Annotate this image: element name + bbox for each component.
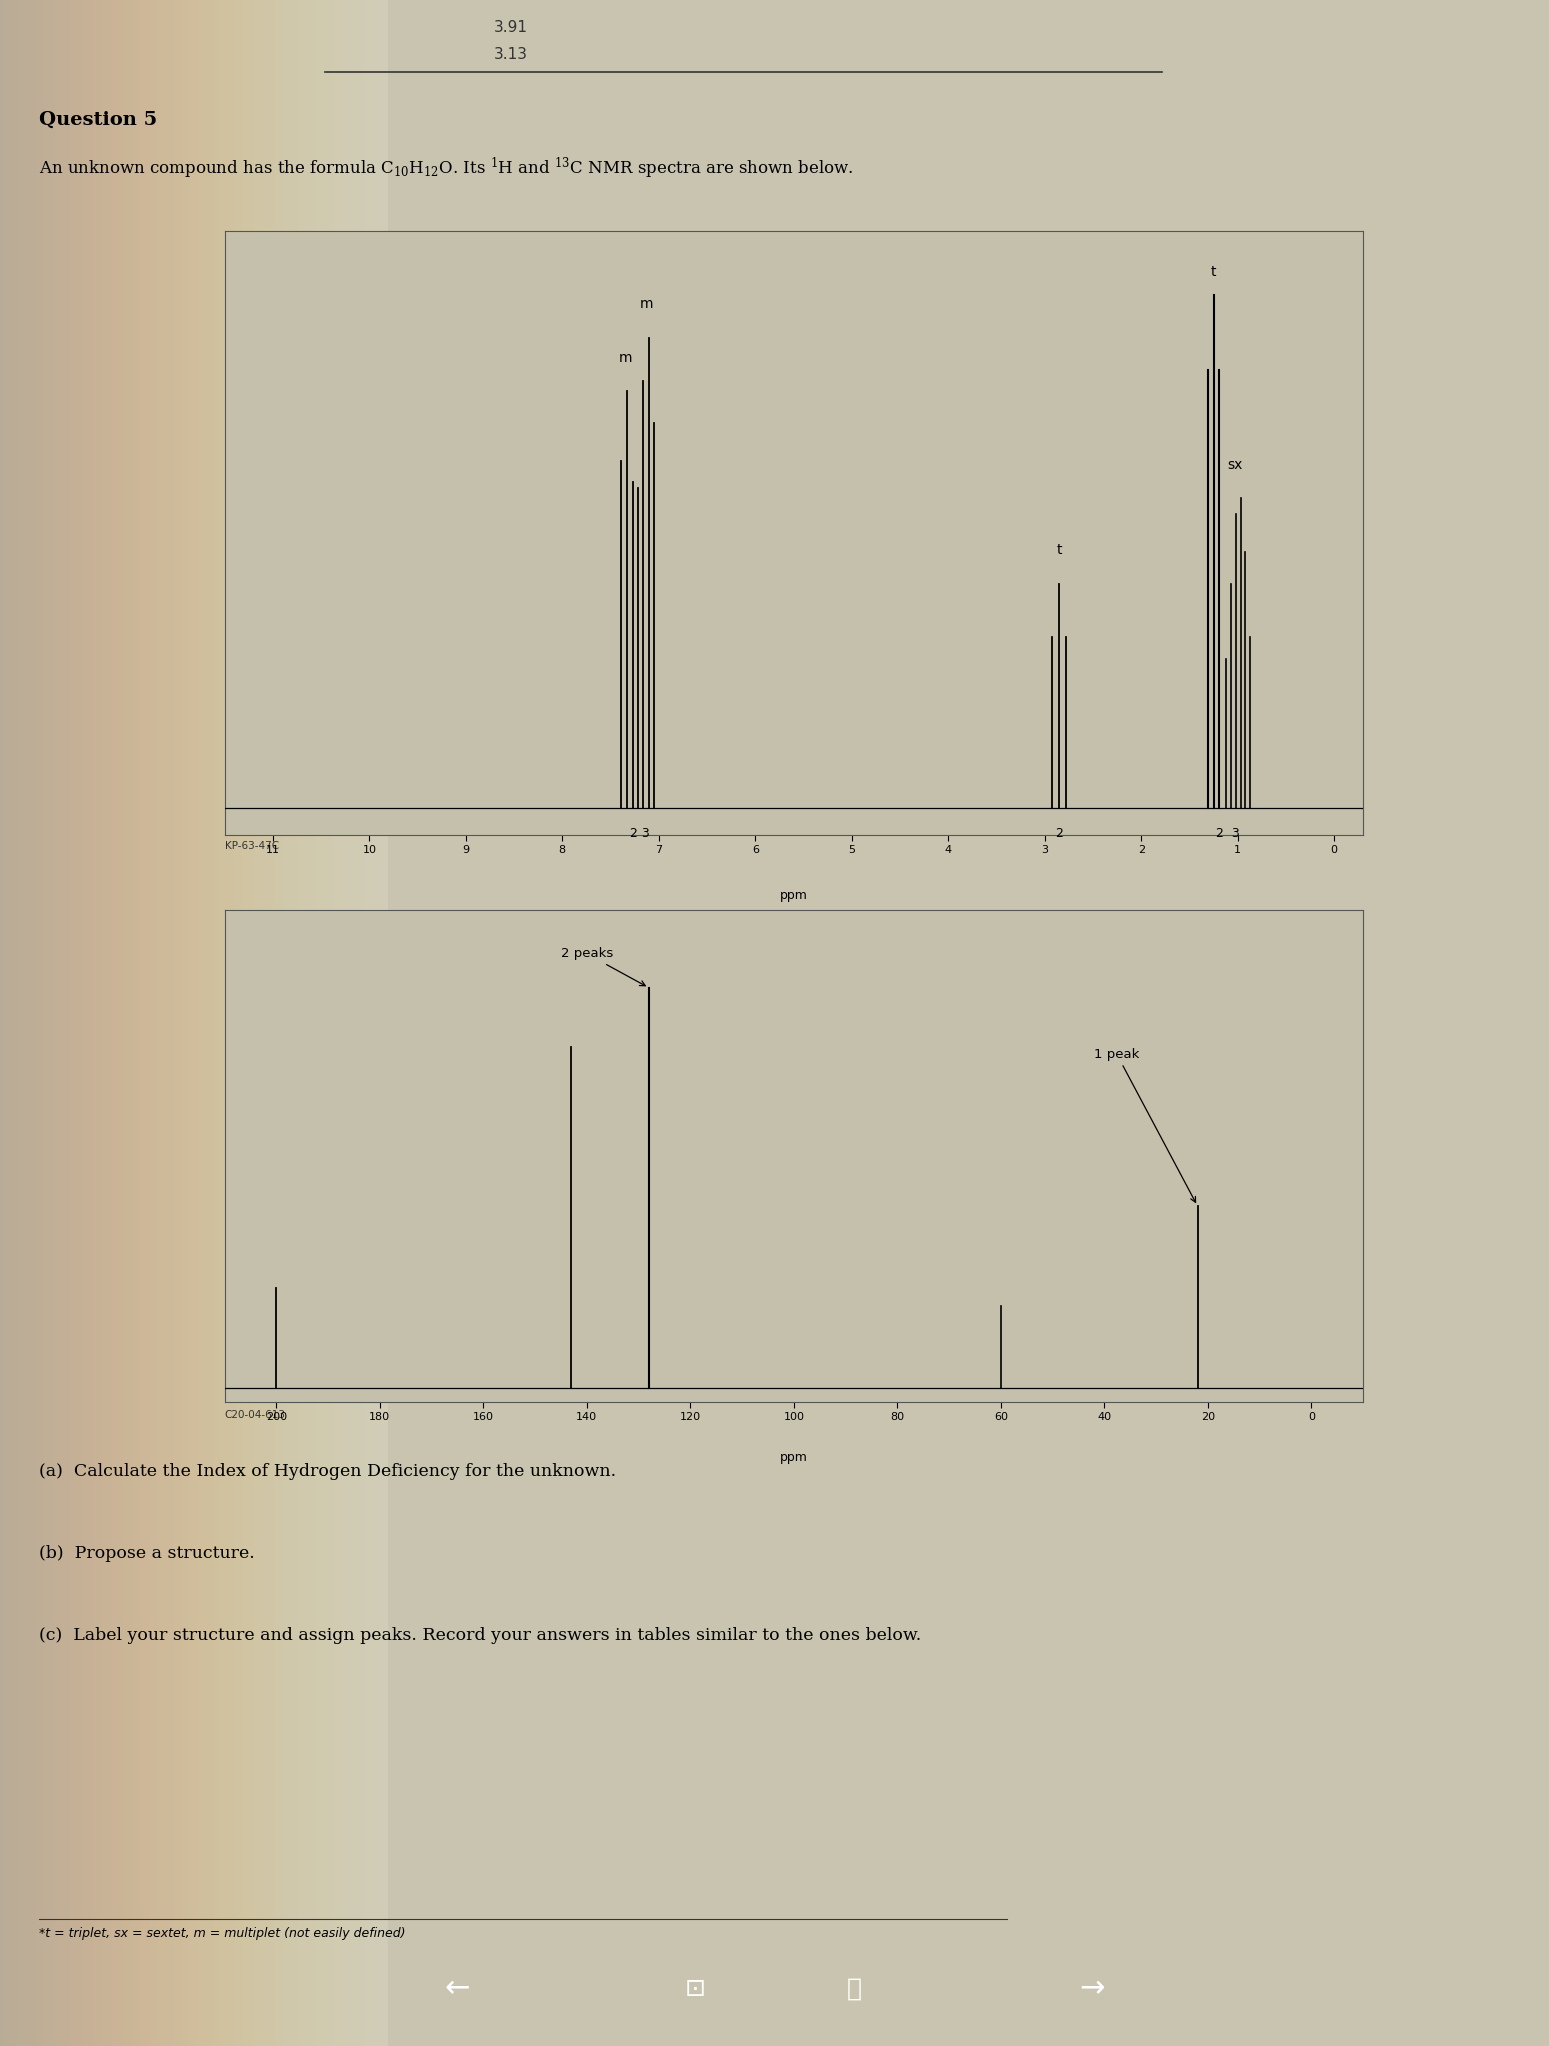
Text: ←: ← xyxy=(445,1974,469,2003)
Text: 🗑: 🗑 xyxy=(846,1976,861,2001)
Text: m: m xyxy=(640,297,654,311)
Text: t: t xyxy=(1056,542,1063,557)
Text: 2  3: 2 3 xyxy=(1216,827,1239,839)
Text: KP-63-47C: KP-63-47C xyxy=(225,841,279,851)
Text: 3.13: 3.13 xyxy=(494,47,528,61)
X-axis label: ppm: ppm xyxy=(781,890,807,902)
Text: *t = triplet, sx = sextet, m = multiplet (not easily defined): *t = triplet, sx = sextet, m = multiplet… xyxy=(39,1927,406,1940)
Text: ⊡: ⊡ xyxy=(685,1976,706,2001)
Text: (b)  Propose a structure.: (b) Propose a structure. xyxy=(39,1545,254,1561)
Text: 2 peaks: 2 peaks xyxy=(561,947,646,986)
Text: (a)  Calculate the Index of Hydrogen Deficiency for the unknown.: (a) Calculate the Index of Hydrogen Defi… xyxy=(39,1463,617,1479)
Text: 1 peak: 1 peak xyxy=(1094,1048,1196,1203)
X-axis label: ppm: ppm xyxy=(781,1451,807,1463)
Text: m: m xyxy=(618,350,632,364)
Text: An unknown compound has the formula $\mathregular{C_{10}H_{12}O}$. Its $\mathreg: An unknown compound has the formula $\ma… xyxy=(39,155,853,180)
Text: 2: 2 xyxy=(1055,827,1063,839)
Text: 3.91: 3.91 xyxy=(494,20,528,35)
Text: t: t xyxy=(1211,266,1216,278)
Text: C20-04-613: C20-04-613 xyxy=(225,1410,285,1420)
Text: sx: sx xyxy=(1227,458,1242,471)
Text: Question 5: Question 5 xyxy=(39,110,156,129)
Text: (c)  Label your structure and assign peaks. Record your answers in tables simila: (c) Label your structure and assign peak… xyxy=(39,1627,922,1643)
Text: →: → xyxy=(1080,1974,1104,2003)
Text: 2 3: 2 3 xyxy=(629,827,649,839)
